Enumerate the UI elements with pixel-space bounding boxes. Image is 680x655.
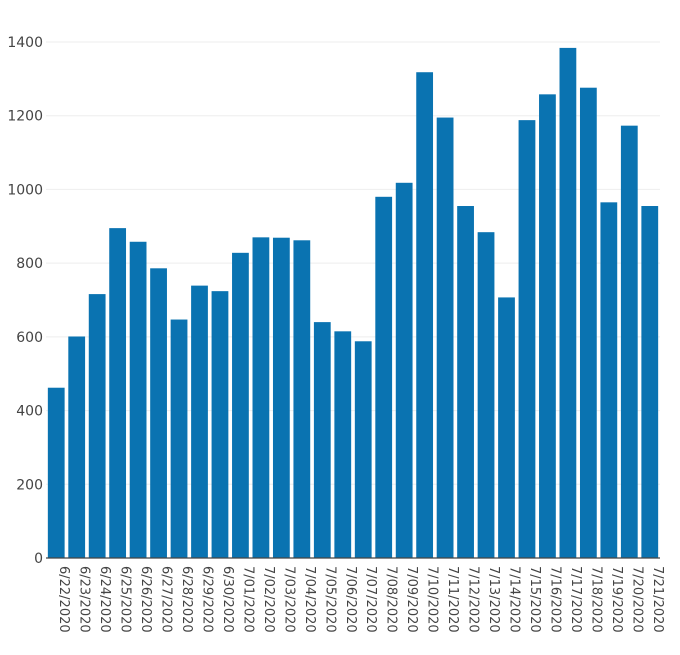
x-tick-label: 7/12/2020 xyxy=(466,566,481,633)
y-tick-label: 1000 xyxy=(7,182,43,198)
bars xyxy=(47,47,659,559)
x-tick-label: 6/22/2020 xyxy=(56,566,71,633)
x-tick-label: 7/14/2020 xyxy=(507,566,522,633)
bar xyxy=(47,387,65,558)
x-tick-label: 6/26/2020 xyxy=(138,566,153,633)
x-tick-label: 7/15/2020 xyxy=(527,566,542,633)
x-tick-label: 7/17/2020 xyxy=(568,566,583,633)
x-tick-label: 7/01/2020 xyxy=(240,566,255,633)
bar xyxy=(191,285,208,558)
y-tick-label: 1200 xyxy=(7,109,43,125)
y-tick-label: 800 xyxy=(16,256,43,272)
x-tick-label: 7/10/2020 xyxy=(425,566,440,633)
bar xyxy=(477,232,495,558)
bar xyxy=(620,125,638,558)
bar xyxy=(272,237,290,558)
x-tick-label: 7/05/2020 xyxy=(322,566,337,633)
bar xyxy=(354,341,372,558)
x-axis-ticks: 6/22/2020 6/23/2020 6/24/2020 6/25/2020 6/26… xyxy=(56,566,665,633)
bar xyxy=(436,117,454,559)
bar xyxy=(600,202,618,559)
x-tick-label: 6/25/2020 xyxy=(118,566,133,633)
bar xyxy=(498,297,515,558)
x-tick-label: 7/11/2020 xyxy=(445,566,460,633)
bar xyxy=(416,72,434,559)
bar xyxy=(559,47,577,558)
gridlines xyxy=(46,41,660,485)
bar xyxy=(313,322,331,558)
bar xyxy=(211,291,229,558)
y-tick-label: 400 xyxy=(16,404,43,420)
y-axis-ticks: 0 200 400 600 800 1000 1200 1400 xyxy=(7,35,43,567)
x-tick-label: 7/03/2020 xyxy=(281,566,296,633)
bar xyxy=(518,120,536,558)
x-tick-label: 7/18/2020 xyxy=(588,566,603,633)
bar xyxy=(539,94,556,558)
y-tick-label: 600 xyxy=(16,330,43,346)
bar xyxy=(68,336,86,558)
bar xyxy=(170,319,188,558)
x-tick-label: 7/06/2020 xyxy=(343,566,358,633)
x-tick-label: 7/02/2020 xyxy=(261,566,276,633)
x-tick-label: 6/24/2020 xyxy=(97,566,112,633)
bar xyxy=(395,182,413,558)
bar xyxy=(232,252,249,558)
bar xyxy=(375,196,393,559)
x-tick-label: 6/27/2020 xyxy=(159,566,174,633)
bar xyxy=(88,294,106,558)
bar xyxy=(579,87,597,559)
x-tick-label: 7/16/2020 xyxy=(547,566,562,633)
x-tick-label: 7/07/2020 xyxy=(363,566,378,633)
bar xyxy=(109,228,127,558)
bar xyxy=(252,237,270,559)
x-tick-label: 7/20/2020 xyxy=(629,566,644,633)
x-tick-label: 6/23/2020 xyxy=(77,566,92,633)
x-tick-label: 7/19/2020 xyxy=(609,566,624,633)
y-tick-label: 200 xyxy=(16,477,43,493)
bar xyxy=(150,268,167,558)
x-tick-label: 7/13/2020 xyxy=(486,566,501,633)
bar xyxy=(334,331,352,558)
bar xyxy=(129,241,147,558)
bar xyxy=(641,206,659,558)
y-tick-label: 1400 xyxy=(7,35,43,51)
x-tick-label: 7/21/2020 xyxy=(650,566,665,633)
x-tick-label: 6/29/2020 xyxy=(200,566,215,633)
x-tick-label: 7/04/2020 xyxy=(302,566,317,633)
y-tick-label: 0 xyxy=(34,551,43,567)
x-tick-label: 7/08/2020 xyxy=(384,566,399,633)
x-tick-label: 6/28/2020 xyxy=(179,566,194,633)
x-tick-label: 6/30/2020 xyxy=(220,566,235,633)
bar xyxy=(293,240,311,558)
bar xyxy=(457,206,474,558)
x-tick-label: 7/09/2020 xyxy=(404,566,419,633)
